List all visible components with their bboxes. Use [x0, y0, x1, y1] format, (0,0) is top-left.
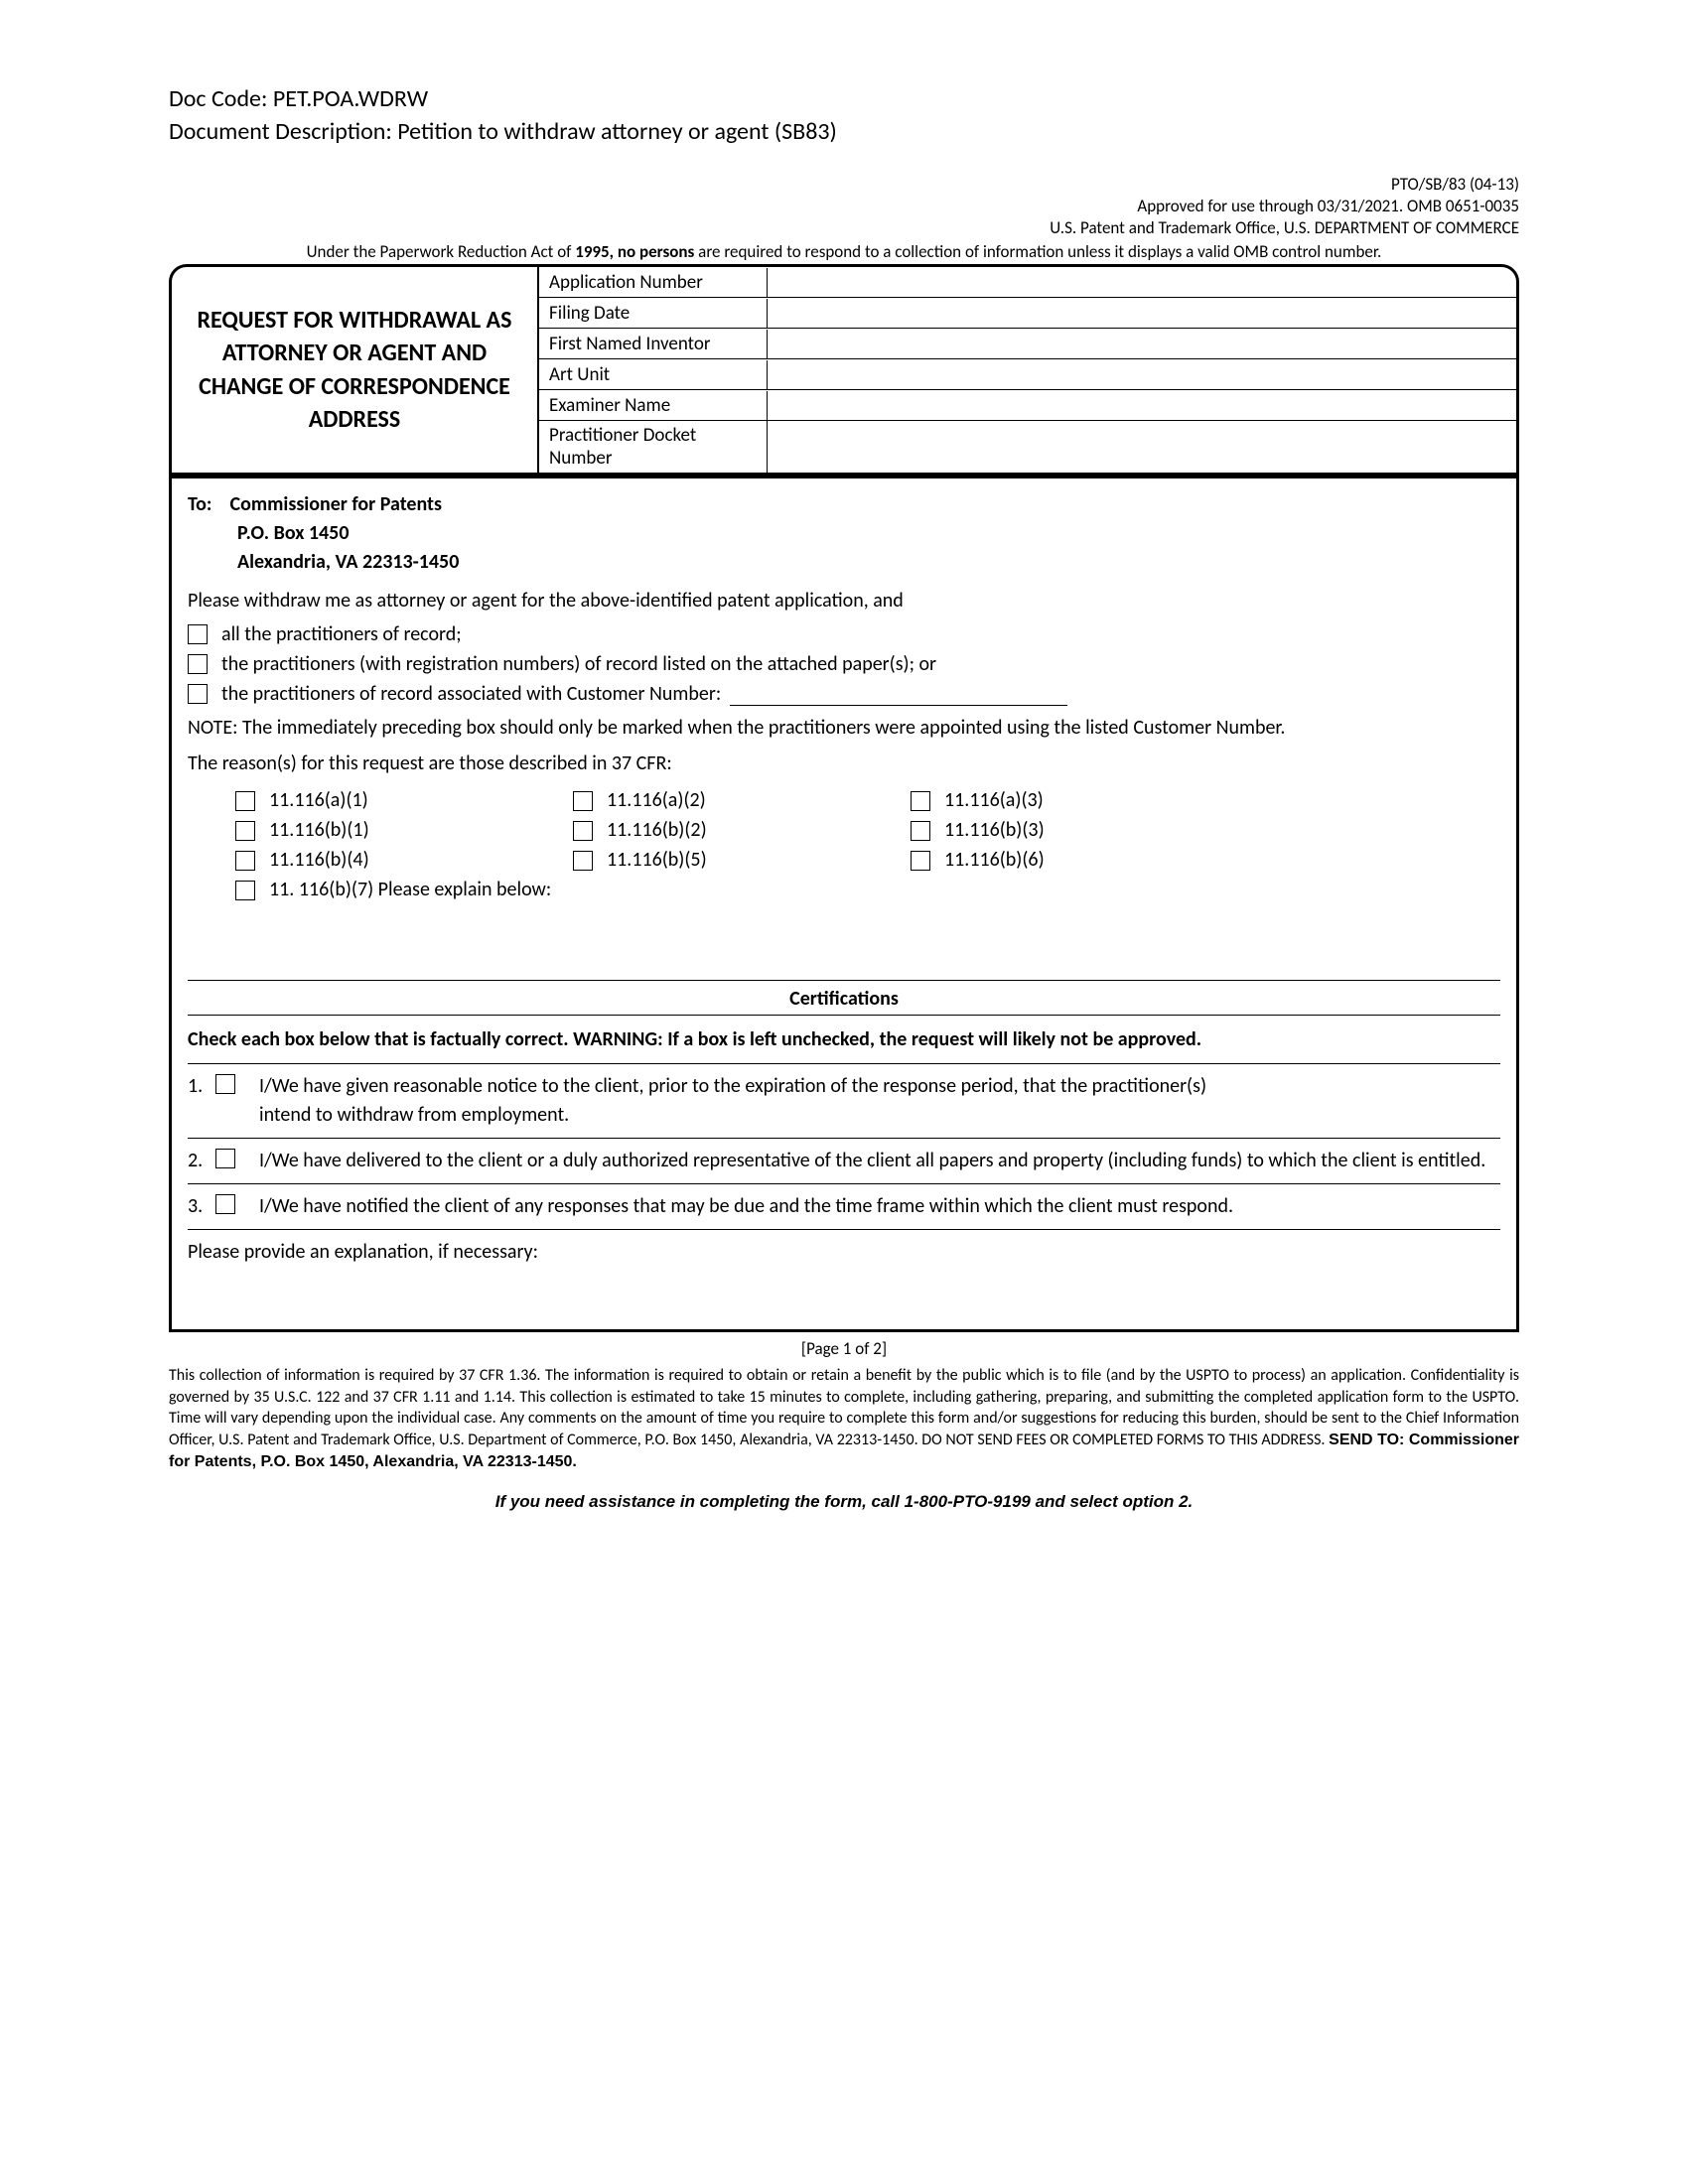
cert-item-2: 2. I/We have delivered to the client or … [188, 1139, 1500, 1184]
checkbox-r3[interactable] [911, 791, 930, 811]
checkbox-opt-2[interactable] [188, 654, 208, 674]
r1-text: 11.116(a)(1) [269, 788, 368, 812]
r4-text: 11.116(b)(1) [269, 818, 369, 842]
cert-1-text-a: I/We have given reasonable notice to the… [259, 1072, 1500, 1101]
option-2: the practitioners (with registration num… [188, 652, 1500, 676]
footer-text-1: This collection of information is requir… [169, 1366, 1519, 1449]
r3-text: 11.116(a)(3) [944, 788, 1044, 812]
checkbox-opt-1[interactable] [188, 624, 208, 644]
checkbox-r4[interactable] [235, 821, 255, 841]
to-block: To: Commissioner for Patents P.O. Box 14… [188, 490, 1500, 577]
checkbox-cert-1[interactable] [215, 1074, 235, 1094]
cert-num-3: 3. [188, 1192, 215, 1221]
r2-text: 11.116(a)(2) [607, 788, 706, 812]
checkbox-cert-2[interactable] [215, 1149, 235, 1168]
meta-line-3: U.S. Patent and Trademark Office, U.S. D… [169, 217, 1519, 239]
checkbox-cert-3[interactable] [215, 1194, 235, 1214]
r9-text: 11.116(b)(6) [944, 848, 1045, 872]
reasons-intro: The reason(s) for this request are those… [188, 750, 1500, 777]
cert-num-2: 2. [188, 1147, 215, 1175]
meta-line-2: Approved for use through 03/31/2021. OMB… [169, 196, 1519, 217]
doc-desc: Petition to withdraw attorney or agent (… [397, 117, 837, 146]
cert-item-1: 1. I/We have given reasonable notice to … [188, 1064, 1500, 1139]
checkbox-r10[interactable] [235, 881, 255, 900]
to-line-2: P.O. Box 1450 [188, 521, 349, 545]
cert-2-text: I/We have delivered to the client or a d… [249, 1147, 1500, 1175]
opt-2-text: the practitioners (with registration num… [221, 652, 936, 676]
checkbox-r5[interactable] [573, 821, 593, 841]
doc-desc-label: Document Description: [169, 117, 392, 146]
cert-num-1: 1. [188, 1072, 215, 1130]
r8-text: 11.116(b)(5) [607, 848, 707, 872]
checkbox-r8[interactable] [573, 851, 593, 871]
doc-desc-line: Document Description: Petition to withdr… [169, 117, 1519, 146]
field-label-inventor: First Named Inventor [539, 330, 768, 358]
divider [188, 980, 1500, 981]
explanation-prompt: Please provide an explanation, if necess… [188, 1230, 1500, 1313]
meta-line-1: PTO/SB/83 (04-13) [169, 174, 1519, 196]
cert-1-text-b: intend to withdraw from employment. [259, 1101, 1500, 1130]
field-app-num[interactable] [768, 279, 1516, 285]
r7-text: 11.116(b)(4) [269, 848, 369, 872]
customer-number-field[interactable] [730, 684, 1067, 706]
doc-code-line: Doc Code: PET.POA.WDRW [169, 84, 1519, 113]
form-body: To: Commissioner for Patents P.O. Box 14… [169, 478, 1519, 1332]
option-3: the practitioners of record associated w… [188, 682, 1500, 706]
field-filing-date[interactable] [768, 310, 1516, 316]
r6-text: 11.116(b)(3) [944, 818, 1045, 842]
reasons-grid: 11.116(a)(1) 11.116(a)(2) 11.116(a)(3) 1… [235, 785, 1500, 904]
note-text: NOTE: The immediately preceding box shou… [188, 714, 1500, 742]
header-meta: PTO/SB/83 (04-13) Approved for use throu… [169, 174, 1519, 239]
certifications-warning: Check each box below that is factually c… [188, 1020, 1500, 1064]
checkbox-r2[interactable] [573, 791, 593, 811]
option-1: all the practitioners of record; [188, 622, 1500, 646]
field-art-unit[interactable] [768, 371, 1516, 377]
to-label: To: [188, 492, 211, 516]
checkbox-opt-3[interactable] [188, 684, 208, 704]
field-label-filing-date: Filing Date [539, 299, 768, 328]
intro-text: Please withdraw me as attorney or agent … [188, 587, 1500, 614]
opt-3-text: the practitioners of record associated w… [221, 682, 721, 706]
cert-3-text: I/We have notified the client of any res… [249, 1192, 1500, 1221]
form-header-box: REQUEST FOR WITHDRAWAL AS ATTORNEY OR AG… [169, 264, 1519, 478]
field-docket[interactable] [768, 444, 1516, 450]
reason-explain-area[interactable] [188, 904, 1500, 974]
checkbox-r9[interactable] [911, 851, 930, 871]
meta-line-4: Under the Paperwork Reduction Act of 199… [169, 241, 1519, 262]
field-inventor[interactable] [768, 341, 1516, 346]
doc-code-label: Doc Code: [169, 84, 267, 113]
page-number: [Page 1 of 2] [169, 1338, 1519, 1359]
field-label-art-unit: Art Unit [539, 360, 768, 389]
footer-assist: If you need assistance in completing the… [169, 1492, 1519, 1512]
r10-text: 11. 116(b)(7) Please explain below: [269, 878, 551, 901]
form-page: Doc Code: PET.POA.WDRW Document Descript… [0, 0, 1688, 1611]
field-examiner[interactable] [768, 402, 1516, 408]
doc-code: PET.POA.WDRW [273, 84, 428, 113]
field-label-app-num: Application Number [539, 268, 768, 297]
r5-text: 11.116(b)(2) [607, 818, 707, 842]
cert-item-3: 3. I/We have notified the client of any … [188, 1184, 1500, 1230]
field-label-docket: Practitioner Docket Number [539, 421, 768, 473]
checkbox-r1[interactable] [235, 791, 255, 811]
form-title: REQUEST FOR WITHDRAWAL AS ATTORNEY OR AG… [172, 267, 539, 473]
checkbox-r6[interactable] [911, 821, 930, 841]
form-fields: Application Number Filing Date First Nam… [539, 267, 1516, 473]
checkbox-r7[interactable] [235, 851, 255, 871]
to-line-3: Alexandria, VA 22313-1450 [188, 550, 459, 574]
opt-1-text: all the practitioners of record; [221, 622, 462, 646]
field-label-examiner: Examiner Name [539, 391, 768, 420]
to-line-1: Commissioner for Patents [230, 492, 442, 516]
certifications-heading: Certifications [188, 987, 1500, 1016]
footer-text: This collection of information is requir… [169, 1365, 1519, 1472]
